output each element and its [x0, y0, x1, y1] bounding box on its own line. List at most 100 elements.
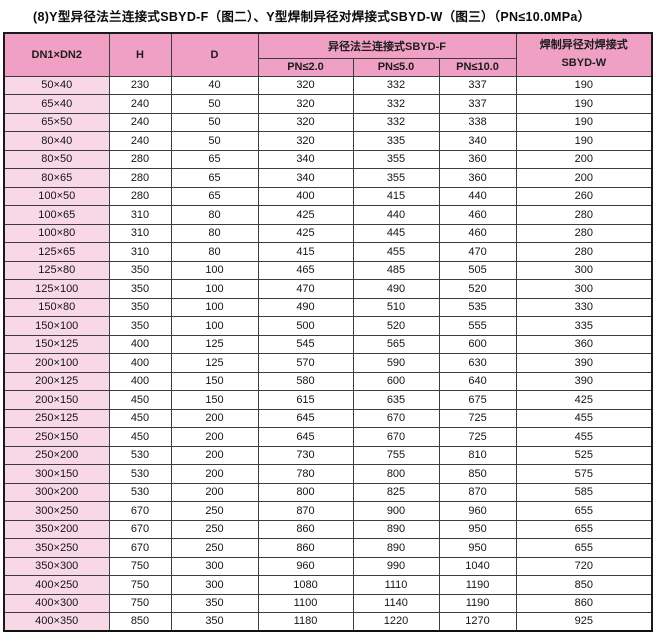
cell-w: 585: [515, 482, 653, 502]
cell-pn20: 340: [257, 149, 354, 169]
cell-dn: 250×125: [3, 408, 110, 428]
cell-d: 80: [170, 242, 259, 262]
cell-w: 190: [515, 75, 653, 95]
cell-pn100: 440: [438, 186, 517, 206]
cell-dn: 350×250: [3, 538, 110, 558]
cell-pn20: 465: [257, 260, 354, 280]
cell-pn100: 338: [438, 112, 517, 132]
cell-pn50: 355: [352, 168, 440, 188]
table-row: 65×40 240 50 320 332 337 190: [3, 94, 653, 114]
cell-dn: 400×250: [3, 575, 110, 595]
table-row: 150×80 350 100 490 510 535 330: [3, 297, 653, 317]
header-pn2: PN≤2.0: [257, 57, 354, 77]
cell-dn: 200×100: [3, 353, 110, 373]
table-row: 250×200 530 200 730 755 810 525: [3, 445, 653, 465]
cell-pn50: 332: [352, 75, 440, 95]
cell-pn20: 320: [257, 131, 354, 151]
cell-w: 850: [515, 575, 653, 595]
table-row: 300×200 530 200 800 825 870 585: [3, 482, 653, 502]
table-row: 350×200 670 250 860 890 950 655: [3, 519, 653, 539]
cell-pn100: 675: [438, 390, 517, 410]
cell-w: 260: [515, 186, 653, 206]
cell-dn: 150×125: [3, 334, 110, 354]
cell-pn20: 1080: [257, 575, 354, 595]
cell-dn: 80×50: [3, 149, 110, 169]
cell-pn100: 520: [438, 279, 517, 299]
cell-pn20: 860: [257, 538, 354, 558]
cell-pn50: 825: [352, 482, 440, 502]
cell-h: 750: [108, 556, 172, 576]
cell-w: 280: [515, 223, 653, 243]
cell-dn: 150×100: [3, 316, 110, 336]
table-row: 100×65 310 80 425 440 460 280: [3, 205, 653, 225]
cell-pn20: 545: [257, 334, 354, 354]
cell-h: 350: [108, 279, 172, 299]
cell-d: 150: [170, 390, 259, 410]
cell-w: 655: [515, 501, 653, 521]
cell-pn100: 950: [438, 538, 517, 558]
cell-pn50: 415: [352, 186, 440, 206]
cell-d: 350: [170, 593, 259, 613]
cell-dn: 80×40: [3, 131, 110, 151]
cell-w: 455: [515, 427, 653, 447]
cell-pn50: 1140: [352, 593, 440, 613]
cell-dn: 400×350: [3, 612, 110, 632]
cell-pn100: 1190: [438, 575, 517, 595]
cell-pn100: 337: [438, 75, 517, 95]
table-row: 250×150 450 200 645 670 725 455: [3, 427, 653, 447]
cell-h: 350: [108, 316, 172, 336]
cell-d: 200: [170, 464, 259, 484]
cell-h: 350: [108, 297, 172, 317]
cell-pn50: 670: [352, 408, 440, 428]
cell-h: 750: [108, 593, 172, 613]
cell-pn100: 1270: [438, 612, 517, 632]
cell-h: 400: [108, 353, 172, 373]
cell-dn: 80×65: [3, 168, 110, 188]
cell-pn100: 505: [438, 260, 517, 280]
cell-pn50: 890: [352, 519, 440, 539]
cell-w: 655: [515, 538, 653, 558]
cell-h: 310: [108, 242, 172, 262]
cell-h: 280: [108, 149, 172, 169]
cell-dn: 50×40: [3, 75, 110, 95]
table-row: 150×100 350 100 500 520 555 335: [3, 316, 653, 336]
cell-w: 360: [515, 334, 653, 354]
header-weld-line1: 焊制异径对焊接式: [539, 39, 628, 52]
cell-pn20: 580: [257, 371, 354, 391]
cell-pn20: 340: [257, 168, 354, 188]
cell-pn20: 1100: [257, 593, 354, 613]
cell-pn50: 590: [352, 353, 440, 373]
cell-h: 530: [108, 464, 172, 484]
table-row: 400×350 850 350 1180 1220 1270 925: [3, 612, 653, 632]
cell-pn20: 320: [257, 112, 354, 132]
cell-pn100: 470: [438, 242, 517, 262]
cell-d: 300: [170, 575, 259, 595]
cell-dn: 250×150: [3, 427, 110, 447]
cell-w: 720: [515, 556, 653, 576]
cell-d: 125: [170, 353, 259, 373]
cell-pn100: 535: [438, 297, 517, 317]
cell-h: 670: [108, 538, 172, 558]
table-body: 50×40 230 40 320 332 337 190 65×40 240 50 320 332 33…: [3, 75, 653, 632]
cell-pn20: 490: [257, 297, 354, 317]
cell-d: 100: [170, 279, 259, 299]
cell-pn20: 780: [257, 464, 354, 484]
cell-w: 335: [515, 316, 653, 336]
table-row: 400×250 750 300 1080 1110 1190 850: [3, 575, 653, 595]
cell-w: 925: [515, 612, 653, 632]
cell-h: 850: [108, 612, 172, 632]
cell-pn50: 670: [352, 427, 440, 447]
cell-pn20: 415: [257, 242, 354, 262]
cell-pn50: 900: [352, 501, 440, 521]
cell-dn: 125×100: [3, 279, 110, 299]
cell-pn100: 850: [438, 464, 517, 484]
cell-pn100: 810: [438, 445, 517, 465]
cell-dn: 200×125: [3, 371, 110, 391]
cell-d: 200: [170, 408, 259, 428]
cell-pn50: 800: [352, 464, 440, 484]
cell-pn20: 730: [257, 445, 354, 465]
cell-w: 200: [515, 149, 653, 169]
cell-pn50: 510: [352, 297, 440, 317]
page-title: (8)Y型异径法兰连接式SBYD-F（图二）、Y型焊制异径对焊接式SBYD-W（…: [33, 10, 591, 24]
table-row: 65×50 240 50 320 332 338 190: [3, 112, 653, 132]
